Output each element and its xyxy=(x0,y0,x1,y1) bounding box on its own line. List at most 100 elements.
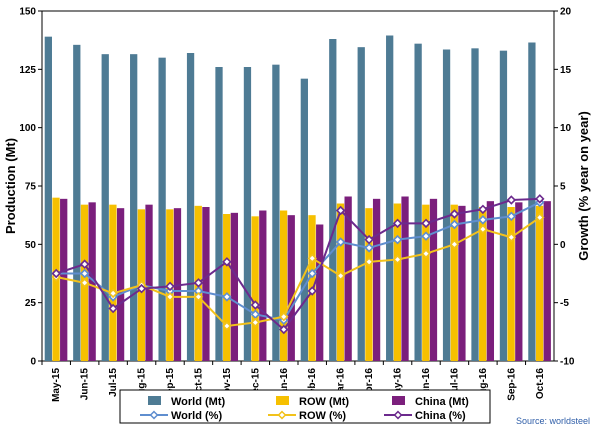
marker-row xyxy=(392,254,403,265)
x-tick-label: May-16 xyxy=(393,368,404,402)
legend-swatch-world-mt xyxy=(148,396,161,405)
legend-swatch-china-mt xyxy=(392,396,405,405)
line-marks xyxy=(51,194,545,335)
marker-china xyxy=(364,234,374,245)
bar-china-mt xyxy=(401,196,409,361)
x-tick-label: Mar-16 xyxy=(336,368,347,401)
x-tick-label: Oct-16 xyxy=(535,368,546,400)
x-tick-label: Jul-15 xyxy=(108,368,119,397)
legend-box xyxy=(119,389,491,424)
marker-row xyxy=(449,239,460,250)
bar-china-mt xyxy=(372,198,381,361)
left-tick-label: 125 xyxy=(19,65,36,76)
marker-row xyxy=(335,271,346,281)
bar-china-mt xyxy=(230,212,239,361)
marker-world xyxy=(307,268,317,279)
bar-row-mt xyxy=(479,207,487,361)
marker-china xyxy=(335,205,346,216)
bar-china-mt xyxy=(316,224,324,361)
bar-world-mt xyxy=(414,43,422,362)
marker-row xyxy=(506,232,517,243)
bar-world-mt xyxy=(158,57,166,362)
left-tick-label: 25 xyxy=(25,298,37,309)
x-tick-label: Apr-16 xyxy=(364,368,375,400)
x-tick-label: Feb-16 xyxy=(307,368,318,401)
marker-world xyxy=(335,237,346,247)
marker-china xyxy=(79,259,90,269)
bar-row-mt xyxy=(365,208,373,361)
marker-row xyxy=(364,257,374,267)
marker-china xyxy=(478,204,488,215)
line-row xyxy=(56,216,541,328)
bar-row-mt xyxy=(450,204,458,361)
marker-china xyxy=(193,278,204,288)
legend-label-world-mt: World (Mt) xyxy=(171,396,226,408)
left-tick-label: 100 xyxy=(19,123,36,134)
bar-world-mt xyxy=(329,39,337,361)
marker-china xyxy=(279,324,289,335)
right-tick-label: -5 xyxy=(560,298,569,309)
x-tick-label: Jun-16 xyxy=(421,368,432,401)
bar-china-mt xyxy=(116,208,125,361)
right-tick-label: 0 xyxy=(560,240,566,251)
x-tick-label: Sep-16 xyxy=(506,368,517,401)
bar-china-mt xyxy=(145,204,153,361)
bar-china-mt xyxy=(202,207,210,361)
marker-row xyxy=(279,311,289,322)
legend-label-world: World (%) xyxy=(171,410,222,422)
x-tick-label: Aug-15 xyxy=(137,368,148,402)
marker-row xyxy=(79,278,90,288)
marker-row xyxy=(421,248,431,259)
bar-world-mt xyxy=(130,54,138,362)
bar-world-mt xyxy=(215,67,223,361)
line-china xyxy=(55,197,540,331)
bar-world-mt xyxy=(73,44,81,361)
plot-area xyxy=(41,10,555,362)
bar-world-mt xyxy=(386,35,394,361)
bar-china-mt xyxy=(458,205,466,361)
bar-row-mt xyxy=(223,214,231,361)
marker-row xyxy=(193,292,204,302)
legend-marker-china xyxy=(393,410,403,420)
bar-world-mt xyxy=(528,42,536,361)
bar-china-mt xyxy=(344,196,352,361)
marker-china xyxy=(535,194,545,204)
marker-world xyxy=(222,292,232,302)
source-note: Source: worldsteel xyxy=(516,416,590,426)
marker-world xyxy=(478,215,488,225)
marker-china xyxy=(250,300,261,310)
bar-row-mt xyxy=(507,207,515,361)
marker-row xyxy=(250,317,261,328)
bar-china-mt xyxy=(259,210,267,361)
bar-world-mt xyxy=(272,64,280,362)
marker-row xyxy=(535,212,545,223)
bar-world-mt xyxy=(101,54,109,362)
left-axis-ticks: 0 25 50 75 100 125 150 xyxy=(19,7,42,368)
marker-world xyxy=(506,211,517,222)
bar-row-mt xyxy=(279,210,288,361)
legend-marker-row xyxy=(277,410,287,420)
right-tick-label: -10 xyxy=(560,357,575,368)
bar-row-mt xyxy=(109,204,117,361)
bar-row-mt xyxy=(336,203,345,361)
bar-row-mt xyxy=(535,205,544,361)
marker-china xyxy=(449,209,460,219)
bar-world-mt xyxy=(243,67,252,361)
marker-china xyxy=(506,195,517,205)
marker-world xyxy=(421,231,431,241)
bar-world-mt xyxy=(471,48,479,361)
legend-marker-world xyxy=(149,410,159,420)
marker-china xyxy=(421,218,431,229)
x-tick-label: May-15 xyxy=(51,368,62,402)
bar-china-mt xyxy=(543,201,551,361)
marker-china xyxy=(136,283,147,294)
x-tick-label: Dec-15 xyxy=(250,368,261,401)
x-axis-ticks: May-15 Jun-15 Jul-15 Aug-15 Sep-15 Oct-15 Nov-… xyxy=(41,361,546,402)
marker-world xyxy=(449,219,460,230)
right-axis-title: Growth (% year on year) xyxy=(576,111,591,261)
bar-world-mt xyxy=(44,36,52,362)
x-tick-label: Sep-15 xyxy=(165,368,176,401)
marker-china xyxy=(307,286,317,296)
legend-swatch-row-mt xyxy=(276,396,289,405)
